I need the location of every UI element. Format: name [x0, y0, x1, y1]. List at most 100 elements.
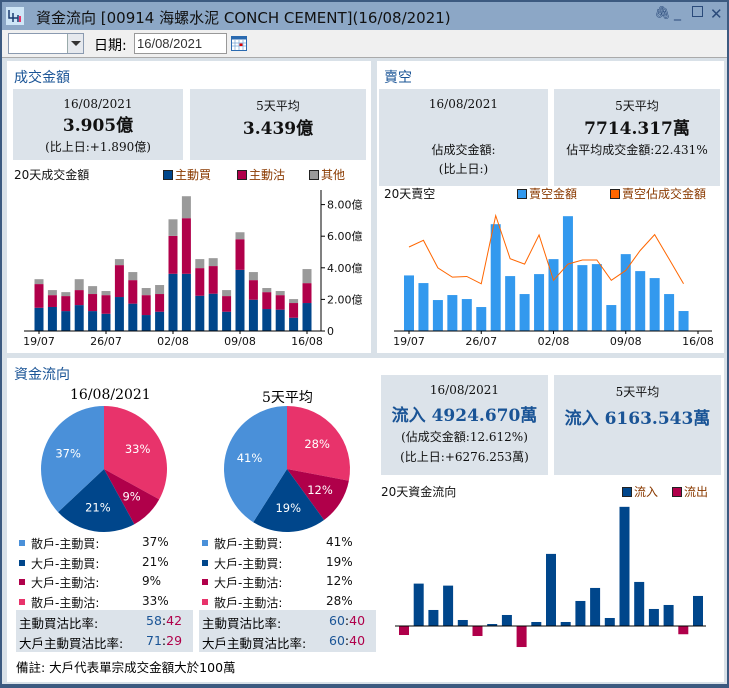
pie-slice	[104, 406, 168, 500]
legend-label: 主動買	[175, 168, 212, 182]
legend-swatch	[622, 487, 632, 497]
pie-slice	[287, 469, 349, 520]
turnover-bar-other	[88, 286, 98, 295]
pie-slice-label: 9%	[122, 490, 140, 504]
turnover-bar-other	[181, 196, 191, 219]
legend-label: 流出	[684, 485, 709, 499]
legend-dot	[19, 540, 25, 546]
turnover-bar-sell	[128, 280, 138, 304]
ratio-buy: 71	[146, 633, 162, 648]
close-button[interactable]: ✕	[710, 5, 723, 23]
today-date: 16/08/2021	[63, 97, 133, 111]
pie-slice	[40, 406, 104, 513]
legend-category: 散戶-主動買:	[214, 537, 283, 551]
pin-icon[interactable]: 🖇	[654, 6, 671, 21]
pie-avg-title: 5天平均	[262, 390, 313, 406]
turnover-bar-other	[168, 219, 178, 236]
chevron-down-icon[interactable]	[67, 34, 83, 53]
turnover-bar-sell	[248, 280, 258, 300]
outflow-bar	[678, 626, 689, 635]
turnover-bar-sell	[208, 266, 218, 294]
pie-slice-label: 28%	[304, 437, 330, 451]
legend-category: 大戶-主動買:	[31, 556, 100, 571]
flow-avg-label: 5天平均	[615, 385, 660, 399]
stock-dropdown[interactable]	[8, 33, 84, 54]
inflow-bar	[428, 609, 439, 626]
legend-percent: 12%	[326, 574, 353, 588]
legend-swatch	[237, 170, 247, 180]
turnover-bar-sell	[74, 290, 84, 306]
minimize-button[interactable]: _	[674, 5, 681, 21]
x-tick-label: 26/07	[465, 335, 497, 348]
turnover-bar-buy	[114, 297, 124, 331]
short-bar	[562, 216, 573, 331]
pie-slice-label: 21%	[85, 501, 111, 515]
turnover-bar-sell	[181, 218, 191, 274]
date-input[interactable]	[134, 33, 227, 54]
short-bar	[519, 294, 530, 331]
legend-label: 賣空金額	[529, 187, 578, 201]
pie-slice	[253, 469, 325, 533]
turnover-bar-sell	[262, 292, 272, 310]
short-avg-pct: 佔平均成交金額:22.431%	[566, 143, 708, 157]
ratio-value: 58:42	[146, 613, 183, 628]
legend-swatch	[309, 170, 319, 180]
legend-category: 大戶-主動買:	[214, 556, 283, 571]
window-title: 資金流向 [00914 海螺水泥 CONCH CEMENT](16/08/202…	[36, 9, 451, 27]
flow-today-pct: (佔成交金額:12.612%)	[401, 430, 528, 444]
outflow-bar	[472, 626, 483, 637]
legend-label: 主動沽	[249, 168, 286, 182]
pie-slice-label: 41%	[237, 451, 263, 465]
legend-label: 賣空佔成交金額	[622, 187, 707, 201]
turnover-bar-buy	[155, 311, 165, 331]
turnover-bar-other	[302, 269, 312, 284]
legend-category: 大戶-主動沽:	[31, 576, 100, 590]
short-today-box: 16/08/2021 佔成交金額: (比上日:)	[379, 89, 548, 186]
short-bar	[577, 265, 588, 331]
turnover-avg-box: 5天平均 3.439億	[190, 89, 366, 160]
today-turnover: 3.905億	[62, 116, 134, 136]
calendar-icon[interactable]	[231, 36, 247, 51]
pie-today-title: 16/08/2021	[70, 387, 151, 403]
legend-short: 賣空金額	[517, 185, 577, 202]
short-title: 賣空	[384, 70, 412, 86]
x-tick-label: 16/08	[682, 335, 714, 348]
legend-sell: 主動沽	[237, 166, 285, 183]
inflow-bar	[634, 581, 645, 626]
legend-label: 其他	[321, 168, 346, 182]
flow-today-value: 流入 4924.670萬	[391, 406, 538, 426]
short-ratio-line	[408, 213, 684, 285]
inflow-bar	[560, 621, 571, 626]
pie-slice-label: 19%	[275, 501, 301, 515]
legend-percent: 37%	[142, 535, 169, 549]
ratio-buy: 58	[146, 613, 162, 628]
pie-slice-label: 12%	[307, 483, 333, 497]
pie-slice	[104, 469, 160, 525]
legend-percent: 9%	[142, 574, 162, 588]
turnover-bar-other	[114, 259, 124, 266]
inflow-bar	[693, 595, 703, 626]
turnover-bar-sell	[141, 295, 151, 316]
legend-dot	[19, 598, 25, 605]
short-bar	[534, 274, 545, 331]
turnover-bar-sell	[222, 296, 232, 312]
turnover-bar-other	[248, 272, 258, 281]
maximize-button[interactable]	[692, 6, 703, 17]
turnover-bar-sell	[235, 239, 245, 270]
short-bar	[461, 299, 472, 331]
pie-legend-item: 散戶-主動買:	[19, 535, 99, 552]
title-bar: 資金流向 [00914 海螺水泥 CONCH CEMENT](16/08/202…	[2, 2, 727, 30]
turnover-bar-sell	[168, 235, 178, 274]
turnover-bar-buy	[141, 315, 151, 331]
ratio-label: 大戶主動買沽比率:	[202, 636, 307, 651]
short-bar	[591, 264, 602, 331]
turnover-bar-sell	[289, 303, 299, 318]
inflow-bar	[457, 619, 468, 626]
turnover-bar-other	[208, 258, 218, 267]
legend-category: 散戶-主動沽:	[214, 595, 283, 610]
pie-slice	[287, 406, 350, 481]
turnover-bar-buy	[47, 306, 57, 331]
pie-slice	[58, 469, 135, 532]
pie-slice-label: 33%	[125, 442, 151, 456]
